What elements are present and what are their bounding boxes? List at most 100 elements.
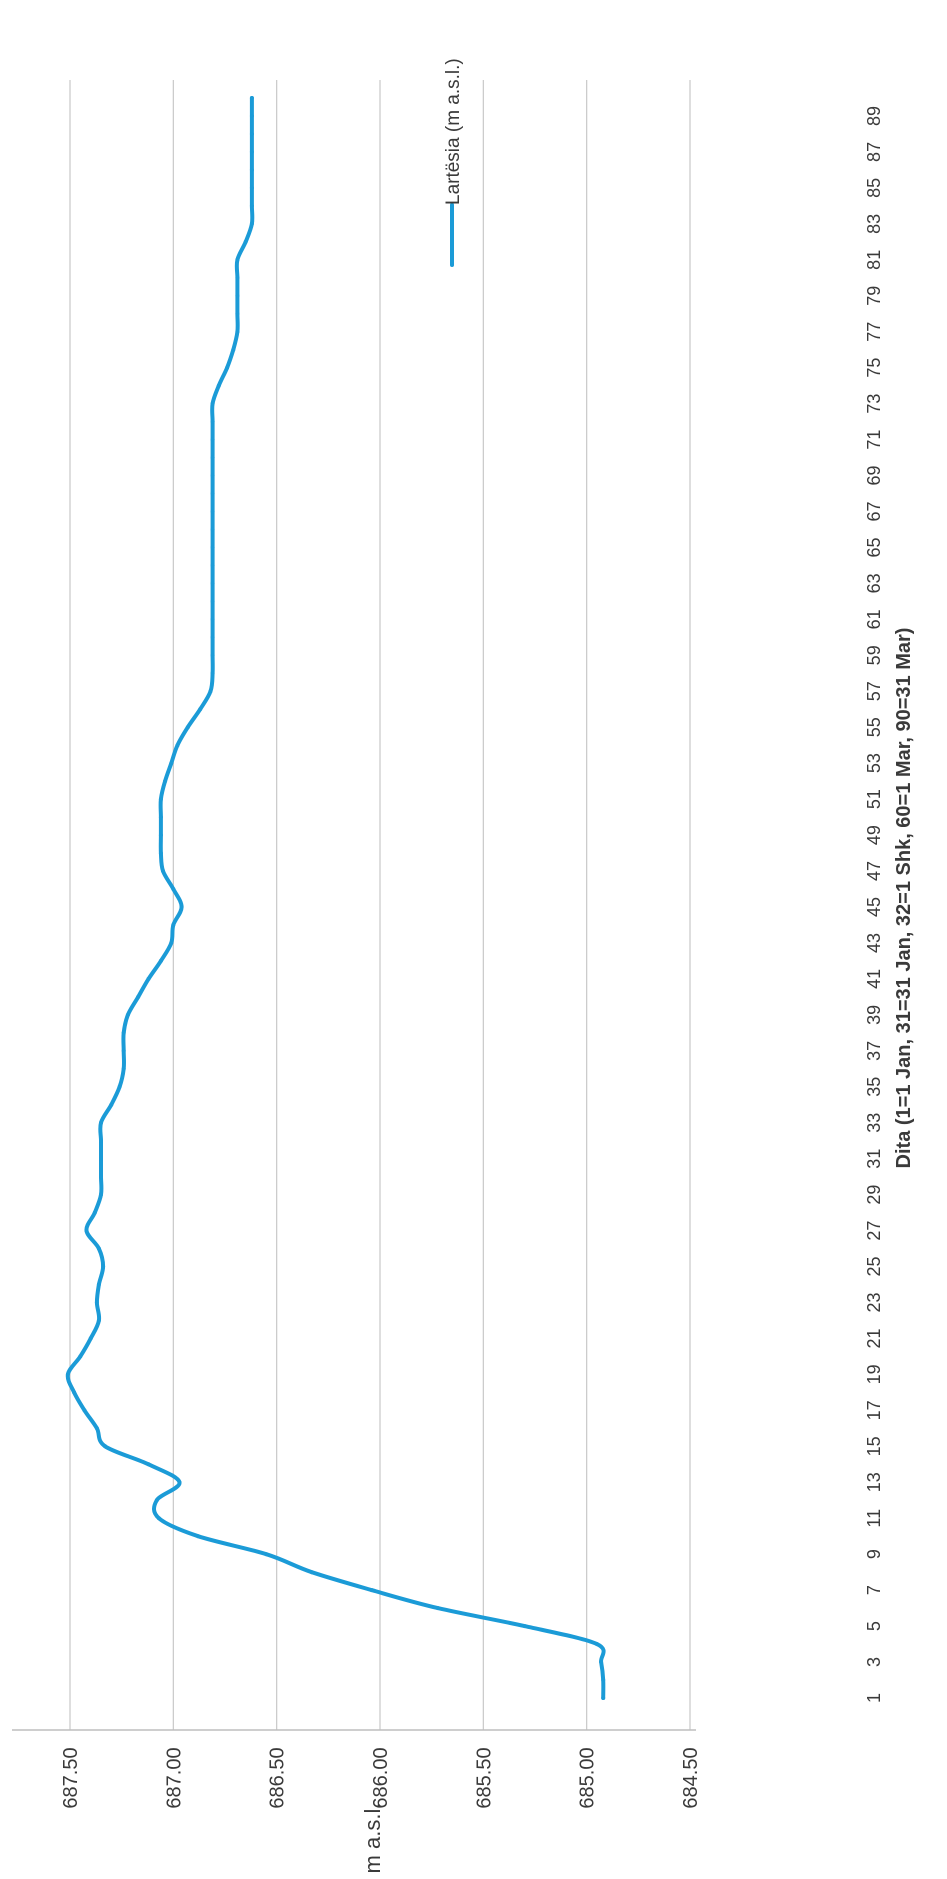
data-point	[154, 1498, 159, 1503]
data-point	[210, 545, 215, 550]
x-axis-title: Dita (1=1 Jan, 31=31 Jan, 32=1 Shk, 60=1…	[893, 628, 915, 1169]
data-point	[235, 329, 240, 334]
x-tick-label: 87	[864, 142, 884, 162]
x-tick-label: 55	[864, 717, 884, 737]
x-tick-label: 51	[864, 789, 884, 809]
data-point	[121, 1066, 126, 1071]
y-tick-label: 686.50	[267, 1747, 289, 1808]
data-point	[231, 347, 236, 352]
data-point	[92, 1210, 97, 1215]
x-tick-label: 77	[864, 322, 884, 342]
data-point	[522, 1624, 527, 1629]
data-point	[169, 761, 174, 766]
data-point	[198, 707, 203, 712]
x-tick-label: 45	[864, 897, 884, 917]
data-point	[235, 311, 240, 316]
x-tick-label: 15	[864, 1436, 884, 1456]
data-point	[99, 1192, 103, 1197]
y-tick-label: 685.50	[473, 1747, 495, 1808]
data-point	[210, 635, 215, 640]
data-point	[169, 940, 174, 945]
data-point	[210, 653, 215, 658]
x-tick-label: 33	[864, 1113, 884, 1133]
x-tick-label: 11	[864, 1509, 884, 1528]
data-point	[210, 401, 215, 406]
y-tick-label: 685.00	[577, 1747, 599, 1808]
data-point	[601, 1678, 606, 1682]
data-point	[210, 599, 215, 604]
x-tick-label: 81	[864, 250, 884, 270]
data-point	[601, 1696, 606, 1700]
data-point	[136, 994, 141, 999]
x-tick-label: 3	[864, 1657, 884, 1667]
x-tick-label: 73	[864, 394, 884, 414]
data-point	[177, 1480, 182, 1485]
x-tick-label: 39	[864, 1005, 884, 1025]
data-point	[109, 1102, 114, 1107]
data-point	[171, 887, 176, 891]
data-point	[94, 1300, 99, 1305]
x-tick-label: 75	[864, 358, 884, 378]
data-point	[179, 905, 184, 909]
x-tick-label: 43	[864, 933, 884, 953]
data-point	[249, 149, 254, 154]
data-point	[175, 743, 180, 748]
data-point	[156, 1516, 161, 1521]
data-point	[225, 365, 230, 370]
data-points	[65, 96, 606, 1700]
x-tick-label: 47	[864, 861, 884, 881]
x-tick-label: 89	[864, 106, 884, 126]
data-point	[158, 958, 163, 963]
data-point	[210, 437, 215, 442]
x-tick-label: 49	[864, 825, 884, 845]
data-point	[158, 815, 163, 820]
x-tick-label: 7	[864, 1585, 884, 1595]
data-point	[163, 779, 168, 784]
data-point	[84, 1228, 89, 1233]
data-point	[210, 527, 215, 532]
data-point	[158, 833, 163, 838]
x-tick-label: 37	[864, 1041, 884, 1061]
data-point	[99, 1156, 103, 1161]
x-tick-label: 13	[864, 1472, 884, 1492]
x-tick-label: 63	[864, 573, 884, 593]
y-tick-label: 687.50	[60, 1747, 82, 1808]
data-point	[125, 1012, 130, 1017]
data-point	[210, 509, 215, 514]
data-point	[103, 1444, 108, 1449]
x-tick-label: 69	[864, 466, 884, 486]
data-point	[210, 491, 215, 496]
x-tick-label: 29	[864, 1185, 884, 1205]
data-point	[249, 96, 254, 100]
data-point	[309, 1570, 314, 1575]
data-point	[99, 1174, 103, 1179]
data-point	[196, 1534, 201, 1539]
data-point	[235, 275, 240, 280]
data-point	[99, 1138, 103, 1143]
x-tick-labels: 1357911131517192123252729313335373941434…	[864, 106, 884, 1703]
data-point	[99, 1120, 103, 1125]
x-tick-label: 5	[864, 1621, 884, 1631]
x-tick-label: 31	[864, 1149, 884, 1169]
data-point	[96, 1246, 101, 1251]
data-point	[158, 797, 163, 802]
data-point	[210, 563, 215, 568]
legend-label: Lartësia (m a.s.l.)	[443, 58, 464, 205]
data-point	[235, 257, 240, 262]
data-point	[243, 239, 248, 244]
data-point	[101, 1264, 106, 1269]
data-point	[595, 1642, 599, 1647]
data-point	[121, 1048, 126, 1053]
y-tick-label: 687.00	[163, 1747, 185, 1808]
data-point	[249, 185, 254, 190]
x-tick-label: 53	[864, 753, 884, 773]
x-tick-label: 59	[864, 645, 884, 665]
x-tick-label: 27	[864, 1221, 884, 1241]
data-point	[249, 203, 254, 208]
data-point	[72, 1390, 77, 1395]
data-point	[208, 689, 213, 694]
data-point	[96, 1318, 101, 1323]
data-point	[121, 1030, 126, 1035]
data-point	[94, 1426, 99, 1431]
